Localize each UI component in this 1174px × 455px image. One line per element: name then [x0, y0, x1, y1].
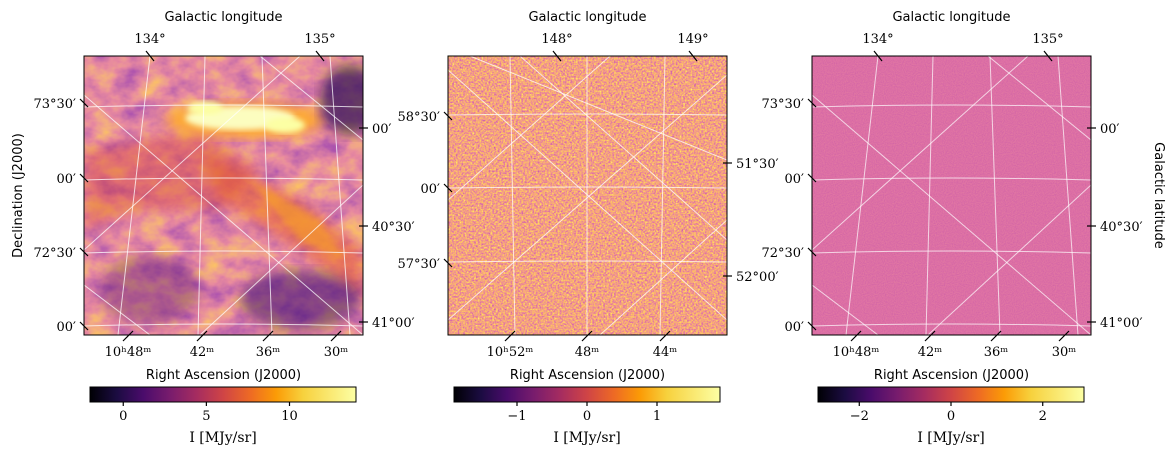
bottom-tick-mark: [330, 330, 342, 342]
bottom-tick-mark: [990, 330, 1002, 342]
colorbar-label: I [MJy/sr]: [189, 430, 256, 446]
left-tick-label: 73°30′: [33, 97, 76, 112]
bottom-tick-label: 42ᵐ: [918, 345, 943, 360]
bottom-tick-label: 10ʰ48ᵐ: [833, 345, 880, 360]
colorbar-tick-label: 10: [281, 409, 298, 424]
colorbar-tick-label: 0: [947, 409, 955, 424]
bottom-tick-label: 10ʰ52ᵐ: [487, 345, 534, 360]
left-tick-label: 72°30′: [761, 246, 804, 261]
left-tick-mark: [79, 98, 89, 108]
bottom-tick-mark: [122, 330, 134, 342]
right-tick-label: 41°00′: [1100, 316, 1143, 331]
left-tick-label: 58°30′: [397, 110, 440, 125]
colorbar-tick-label: 5: [202, 409, 210, 424]
colorbars: 0 5 10 I [MJy/sr] −1 0 1 I [MJy/sr] −2 0 2 I [MJy/s…: [89, 386, 1085, 446]
colorbar-tick-label: 2: [1039, 409, 1047, 424]
right-tick-label: 40°30′: [372, 220, 415, 235]
left-tick-mark: [807, 173, 817, 183]
top-tick-mark: [552, 50, 562, 62]
left-tick-mark: [443, 183, 453, 193]
bottom-tick-mark: [262, 330, 274, 342]
bottom-tick-mark: [504, 330, 516, 342]
left-tick-mark: [807, 321, 817, 331]
bottom-tick-label: 30ᵐ: [1052, 345, 1077, 360]
panel-middle: [447, 55, 728, 336]
top-tick-label: 148°: [541, 32, 572, 47]
top-tick-label: 135°: [1032, 32, 1063, 47]
top-tick-mark: [873, 50, 883, 62]
x-axis-title: Right Ascension (J2000): [510, 368, 665, 383]
left-tick-label: 00′: [421, 182, 441, 197]
right-tick-label: 40°30′: [1100, 220, 1143, 235]
top-axis-title: Galactic longitude: [528, 10, 646, 25]
colorbar-label: I [MJy/sr]: [917, 430, 984, 446]
left-tick-label: 57°30′: [397, 257, 440, 272]
left-tick-label: 72°30′: [33, 246, 76, 261]
left-tick-mark: [79, 247, 89, 257]
colorbar-left: [89, 386, 357, 403]
top-tick-mark: [1043, 50, 1053, 62]
colorbar-tick-label: 1: [653, 409, 661, 424]
top-tick-label: 149°: [677, 32, 708, 47]
top-axis-title: Galactic longitude: [892, 10, 1010, 25]
bottom-tick-mark: [1058, 330, 1070, 342]
bottom-tick-label: 42ᵐ: [190, 345, 215, 360]
bottom-tick-mark: [924, 330, 936, 342]
right-image: [812, 56, 1091, 335]
right-tick-label: 00′: [1100, 122, 1120, 137]
bottom-tick-label: 44ᵐ: [653, 345, 678, 360]
left-tick-label: 00′: [785, 320, 805, 335]
colorbar-middle: [453, 386, 721, 403]
panel-right: [811, 55, 1092, 336]
left-tick-mark: [807, 247, 817, 257]
right-tick-label: 00′: [372, 122, 392, 137]
colorbar-label: I [MJy/sr]: [553, 430, 620, 446]
bottom-tick-mark: [659, 330, 671, 342]
top-tick-label: 134°: [134, 32, 165, 47]
left-tick-label: 00′: [785, 172, 805, 187]
panel-left: [83, 55, 364, 336]
top-tick-label: 135°: [304, 32, 335, 47]
x-axis-title: Right Ascension (J2000): [146, 368, 301, 383]
bottom-tick-mark: [581, 330, 593, 342]
left-tick-mark: [79, 173, 89, 183]
middle-image: [448, 56, 727, 335]
bottom-tick-label: 36ᵐ: [984, 345, 1009, 360]
left-tick-mark: [79, 321, 89, 331]
top-tick-label: 134°: [862, 32, 893, 47]
top-tick-mark: [688, 50, 698, 62]
top-tick-mark: [145, 50, 155, 62]
bottom-tick-mark: [850, 330, 862, 342]
left-tick-label: 00′: [57, 320, 77, 335]
bottom-tick-label: 48ᵐ: [575, 345, 600, 360]
top-tick-mark: [315, 50, 325, 62]
left-tick-mark: [443, 258, 453, 268]
bottom-tick-label: 36ᵐ: [256, 345, 281, 360]
right-tick-label: 51°30′: [736, 157, 779, 172]
right-axis-title: Galactic latitude: [1151, 142, 1166, 249]
right-tick-label: 52°00′: [736, 270, 779, 285]
right-tick-label: 41°00′: [372, 316, 415, 331]
left-tick-label: 00′: [57, 172, 77, 187]
left-tick-mark: [443, 111, 453, 121]
left-tick-mark: [807, 98, 817, 108]
colorbar-right: [817, 386, 1085, 403]
bottom-tick-label: 10ʰ48ᵐ: [105, 345, 152, 360]
top-axis-title: Galactic longitude: [164, 10, 282, 25]
colorbar-tick-label: 0: [119, 409, 127, 424]
colorbar-tick-label: −1: [507, 409, 526, 424]
colorbar-tick-label: 0: [583, 409, 591, 424]
y-axis-title: Declination (J2000): [11, 133, 26, 258]
axis-labels: Galactic longitude 134° 135° 73°30′ 00′ 72°30…: [11, 10, 1166, 383]
colorbar-tick-label: −2: [850, 409, 869, 424]
bottom-tick-label: 30ᵐ: [324, 345, 349, 360]
x-axis-title: Right Ascension (J2000): [874, 368, 1029, 383]
left-image: [84, 56, 363, 335]
left-tick-label: 73°30′: [761, 97, 804, 112]
bottom-tick-mark: [196, 330, 208, 342]
